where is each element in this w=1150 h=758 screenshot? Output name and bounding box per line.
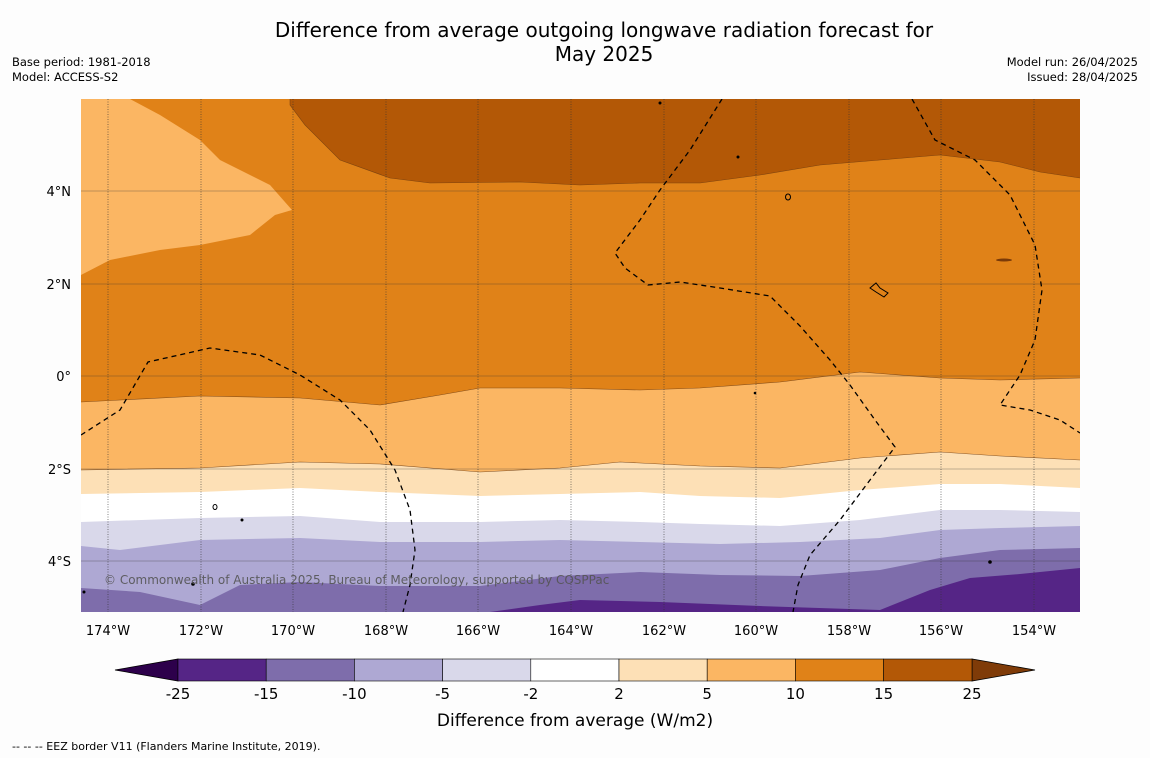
lon-tick: 174°W [86,624,130,639]
contour-lines [81,99,1080,473]
issued-date: Issued: 28/04/2025 [1027,70,1138,84]
lon-tick: 162°W [642,624,686,639]
colorbar-swatch [795,658,884,682]
colorbar-swatch [618,658,708,682]
colorbar-label: -10 [342,685,367,703]
colorbar-label: -2 [523,685,538,703]
colorbar-label: 10 [786,685,805,703]
lon-tick: 160°W [734,624,778,639]
metadata-right: Model run: 26/04/2025 Issued: 28/04/2025 [1007,55,1138,85]
lon-tick: 154°W [1012,624,1056,639]
lon-tick: 172°W [179,624,223,639]
colorbar-label: 25 [962,685,981,703]
colorbar-swatch [354,658,443,682]
model-run: Model run: 26/04/2025 [1006,55,1138,69]
colorbar-label: -15 [254,685,279,703]
lat-tick: 4°N [47,185,72,200]
colorbar-over-arrow [971,658,1036,682]
colorbar-label: 5 [702,685,712,703]
colorbar-label: 2 [614,685,624,703]
lon-tick: 158°W [827,624,871,639]
field-5-10-north [81,99,292,275]
title-line-1: Difference from average outgoing longwav… [274,18,934,42]
chart-title: Difference from average outgoing longwav… [200,18,1008,66]
eez-borders [81,99,1080,612]
colorbar-label: -25 [166,685,191,703]
islands [82,101,1012,594]
grid-lon [107,99,1035,612]
field-minus-15-10 [81,548,1080,612]
lat-tick: 2°N [47,278,72,293]
title-line-2: May 2025 [554,42,654,66]
colorbar-under-arrow [114,658,179,682]
base-period: Base period: 1981-2018 [12,55,151,69]
map-area: © Commonwealth of Australia 2025, Bureau… [81,99,1080,612]
colorbar-title: Difference from average (W/m2) [437,711,713,731]
copyright-text: © Commonwealth of Australia 2025, Bureau… [104,573,609,587]
colorbar-swatch [530,658,620,682]
field-minus-25-15 [490,568,1080,612]
model-name: Model: ACCESS-S2 [12,70,119,84]
lon-tick: 156°W [919,624,963,639]
lat-tick: 4°S [48,555,71,570]
eez-footnote: -- -- -- EEZ border V11 (Flanders Marine… [12,740,321,753]
lon-tick: 170°W [271,624,315,639]
grid-lat [81,190,1080,562]
colorbar-swatch [442,658,532,682]
lon-tick: 164°W [549,624,593,639]
colorbar-label: 15 [874,685,893,703]
lat-tick-labels: 4°N 2°N 0° 2°S 4°S [47,185,72,570]
colorbar-swatch [177,658,267,682]
colorbar: -25 -15 -10 -5 -2 2 5 10 15 25 Differenc… [114,658,1036,731]
colorbar-swatch [706,658,796,682]
lon-tick: 168°W [364,624,408,639]
field-15-25 [290,99,1080,185]
colorbar-swatch [265,658,355,682]
colorbar-label: -5 [435,685,450,703]
metadata-left: Base period: 1981-2018 Model: ACCESS-S2 [12,55,151,85]
lat-tick: 2°S [48,463,71,478]
lon-tick: 166°W [456,624,500,639]
lat-tick: 0° [56,370,71,385]
colorbar-swatch [883,658,973,682]
lon-tick-labels: 174°W 172°W 170°W 168°W 166°W 164°W 162°… [86,624,1056,639]
